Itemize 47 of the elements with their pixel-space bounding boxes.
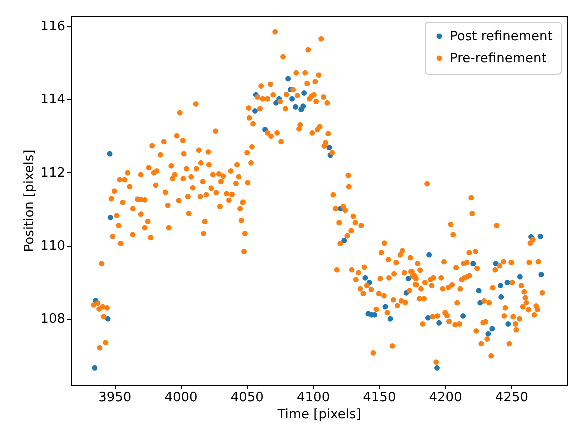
point [470,261,476,267]
x-tick-label: 4150 [363,390,396,406]
point [300,104,306,110]
point [362,275,368,281]
point [517,274,523,280]
point [252,108,258,114]
point [538,272,544,278]
point [460,313,466,319]
point [292,104,298,110]
point [107,151,113,157]
point [388,316,394,322]
x-tick-label: 4000 [164,390,198,406]
y-tick-label: 108 [40,312,66,328]
point [290,96,296,102]
point [476,288,482,294]
point [108,214,114,220]
y-tick-label: 114 [40,92,66,108]
y-tick-label: 110 [40,239,66,254]
point [426,315,431,321]
legend-label: Pre-refinement [450,52,547,66]
point [382,304,388,310]
point [538,234,544,240]
x-tick-label: 4050 [230,390,264,406]
point [498,283,504,289]
point [506,322,512,327]
y-tick-label: 116 [40,19,66,34]
x-tick-label: 3950 [98,390,132,406]
x-axis-title: Time [pixels] [276,408,362,422]
point [326,145,332,151]
point [406,276,412,282]
point [486,331,492,337]
x-tick-label: 4100 [297,390,330,406]
point [286,76,292,82]
point [436,320,442,326]
y-axis-title: Position [pixels] [22,150,38,252]
x-tick-label: 4200 [429,390,462,406]
point [92,365,98,371]
point [490,326,496,332]
point [498,294,504,300]
point [434,365,440,371]
point [426,252,432,258]
x-tick-label: 4250 [495,390,528,406]
point [504,280,510,286]
point [342,238,348,244]
point [302,90,308,96]
legend-label: Post refinement [450,30,553,44]
y-tick-label: 112 [40,166,66,181]
